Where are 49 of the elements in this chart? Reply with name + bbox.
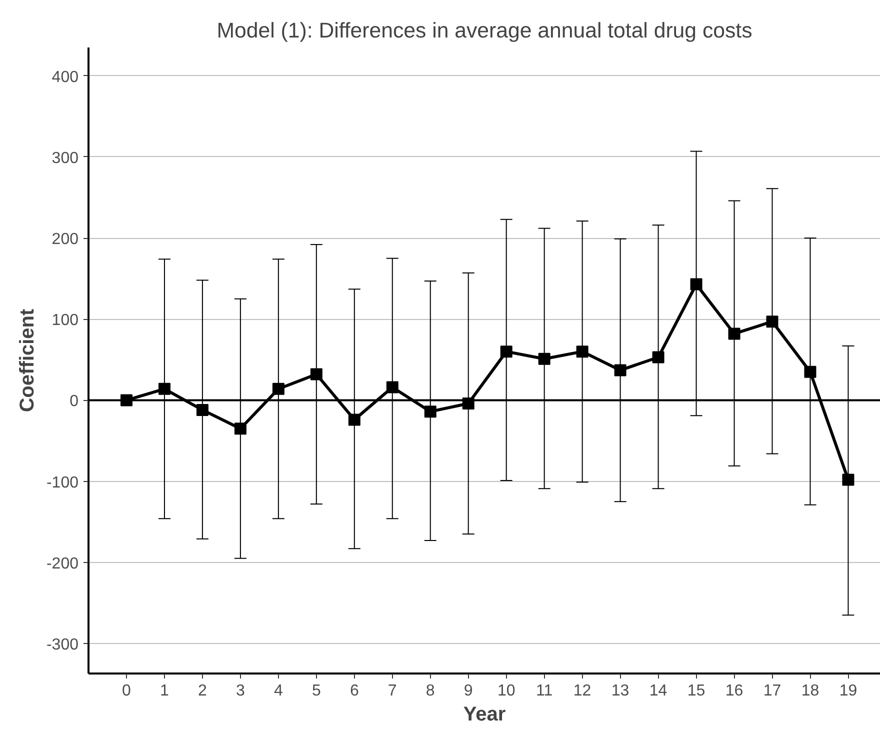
point	[158, 382, 170, 395]
chart-title: Model (1): Differences in average annual total drug costs	[216, 18, 752, 42]
y-tick-label: -200	[46, 555, 79, 572]
point	[500, 346, 512, 358]
x-tick-label: 16	[725, 682, 744, 700]
y-tick-label: 300	[52, 150, 79, 167]
point	[614, 364, 626, 376]
point	[196, 404, 208, 416]
point	[690, 278, 702, 290]
point	[234, 422, 246, 435]
x-tick-label: 2	[198, 682, 208, 700]
x-tick-label: 1	[160, 682, 170, 700]
point	[348, 414, 360, 426]
y-tick-label: -300	[46, 636, 79, 654]
x-tick-label: 11	[536, 682, 553, 700]
x-tick-label: 14	[649, 682, 668, 700]
x-tick-label: 13	[611, 682, 630, 700]
x-tick-label: 4	[274, 682, 283, 700]
x-tick-label: 7	[388, 682, 397, 700]
point	[424, 406, 436, 418]
point	[842, 474, 854, 486]
y-tick-label: 100	[52, 312, 79, 330]
point	[576, 346, 588, 358]
x-axis-title: Year	[463, 704, 506, 726]
y-tick-label: -100	[46, 474, 79, 492]
point	[538, 352, 550, 365]
x-tick-label: 19	[839, 682, 858, 700]
x-tick-label: 0	[122, 682, 132, 700]
x-tick-label: 5	[312, 682, 321, 700]
x-tick-label: 3	[236, 682, 245, 700]
x-tick-label: 10	[497, 682, 516, 700]
point	[272, 382, 284, 395]
x-tick-label: 17	[763, 682, 782, 700]
point	[804, 366, 816, 378]
x-tick-label: 8	[426, 682, 435, 700]
point	[728, 328, 740, 340]
point	[386, 381, 398, 394]
y-tick-label: 0	[70, 393, 79, 410]
y-axis-title: Coefficient	[16, 308, 38, 412]
x-tick-label: 6	[350, 682, 359, 700]
y-tick-label: 200	[52, 231, 79, 248]
point	[652, 351, 664, 364]
y-tick-label: 400	[52, 68, 79, 86]
x-tick-label: 12	[573, 682, 592, 700]
point	[310, 368, 322, 380]
x-tick-label: 9	[464, 682, 473, 700]
x-tick-label: 15	[687, 682, 706, 700]
point	[766, 316, 778, 328]
x-tick-label: 18	[801, 682, 820, 700]
